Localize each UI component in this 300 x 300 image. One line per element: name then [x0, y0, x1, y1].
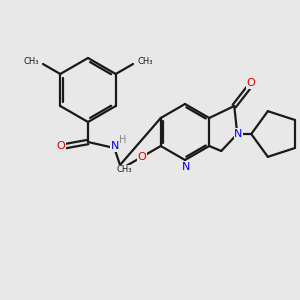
Text: CH₃: CH₃ [116, 166, 132, 175]
Text: CH₃: CH₃ [23, 58, 39, 67]
Text: N: N [234, 129, 242, 139]
Text: O: O [57, 141, 65, 151]
Text: N: N [182, 162, 190, 172]
Text: CH₃: CH₃ [137, 58, 152, 67]
Text: N: N [111, 141, 119, 151]
Text: O: O [137, 152, 146, 162]
Text: O: O [247, 78, 256, 88]
Text: H: H [119, 135, 127, 145]
